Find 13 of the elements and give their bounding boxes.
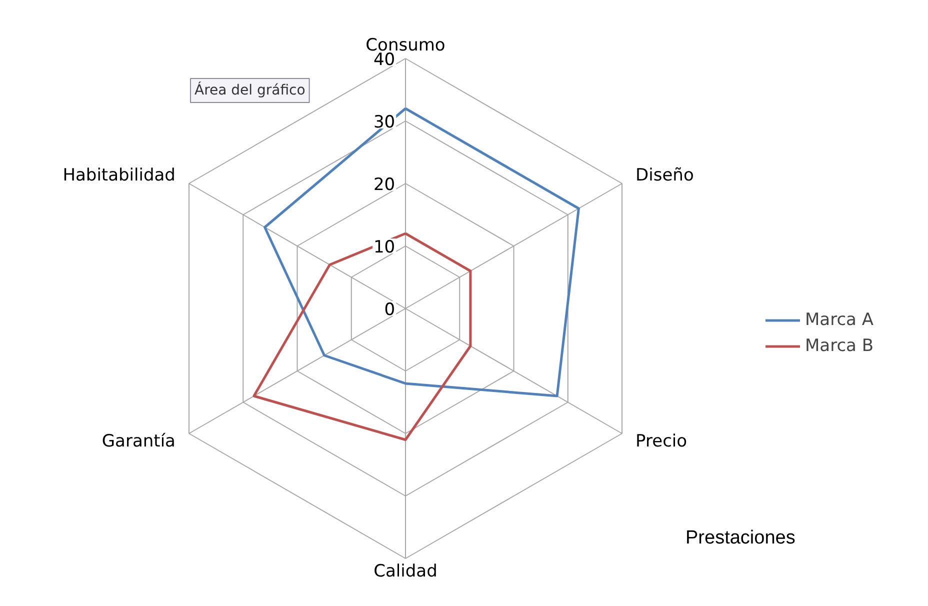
legend-label: Marca B	[805, 336, 874, 356]
spoke-label: Calidad	[374, 562, 438, 582]
y-tick-label: 20	[373, 175, 396, 195]
y-tick-label: 0	[384, 300, 396, 320]
spoke-label: Precio	[636, 431, 688, 452]
legend-label: Marca A	[805, 310, 874, 330]
spoke-label: Diseño	[636, 166, 694, 186]
text: Área del gráfico	[194, 82, 306, 98]
spoke-label: Garantía	[102, 431, 176, 452]
y-tick-label: 30	[373, 112, 396, 132]
y-tick-label: 10	[373, 238, 396, 258]
text: Prestaciones	[686, 528, 796, 548]
spoke-label: Habitabilidad	[62, 166, 176, 186]
